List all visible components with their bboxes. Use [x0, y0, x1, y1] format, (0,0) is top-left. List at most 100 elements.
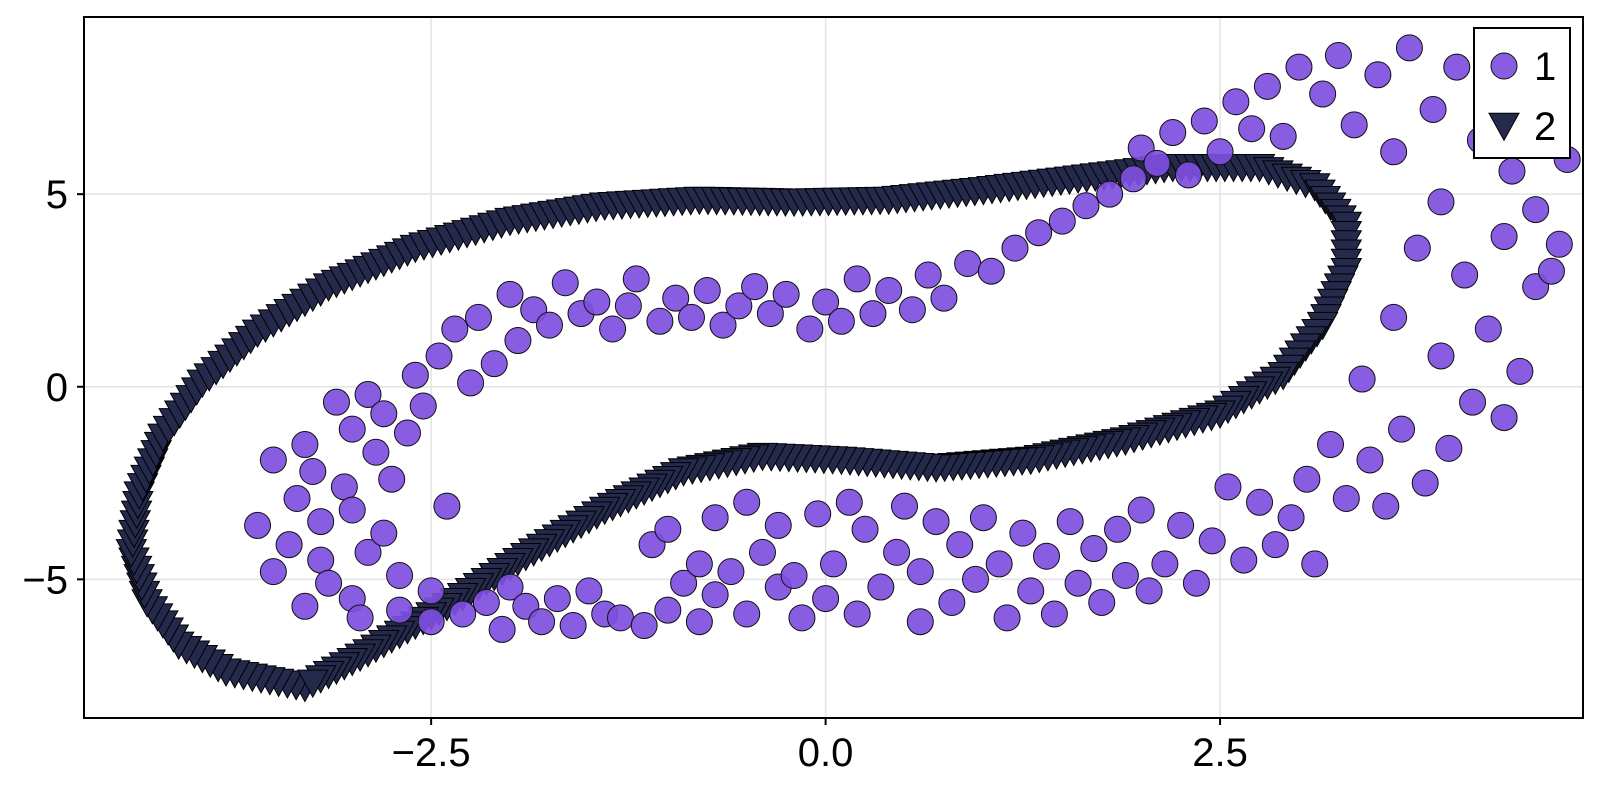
data-point-series-1 — [701, 504, 729, 532]
data-point-series-1 — [1104, 515, 1132, 543]
data-point-series-1 — [575, 577, 603, 605]
data-point-series-1 — [1238, 115, 1266, 143]
data-point-series-1 — [614, 292, 642, 320]
plot-frame — [83, 16, 1584, 719]
data-point-series-1 — [259, 446, 287, 474]
data-point-series-1 — [1364, 61, 1392, 89]
data-point-series-1 — [449, 600, 477, 628]
data-point-series-1 — [969, 504, 997, 532]
data-point-series-1 — [472, 588, 500, 616]
data-point-series-1 — [1522, 196, 1550, 224]
data-point-series-1 — [1167, 511, 1195, 539]
data-point-series-1 — [1072, 192, 1100, 220]
data-point-series-1 — [299, 457, 327, 485]
data-point-series-1 — [701, 581, 729, 609]
data-point-series-1 — [993, 604, 1021, 632]
data-point-series-1 — [1214, 473, 1242, 501]
data-point-series-1 — [1190, 107, 1218, 135]
data-point-series-1 — [1380, 303, 1408, 331]
data-point-series-1 — [843, 600, 871, 628]
data-point-series-1 — [1222, 88, 1250, 116]
data-point-series-1 — [812, 585, 840, 613]
data-point-series-1 — [875, 276, 903, 304]
data-point-series-1 — [1025, 219, 1053, 247]
data-point-series-1 — [630, 612, 658, 640]
data-point-series-1 — [370, 519, 398, 547]
data-point-series-1 — [417, 577, 445, 605]
data-point-series-1 — [772, 280, 800, 308]
data-point-series-1 — [528, 608, 556, 636]
data-point-series-1 — [1427, 342, 1455, 370]
data-point-series-1 — [606, 604, 634, 632]
data-point-series-1 — [1301, 550, 1329, 578]
data-point-series-1 — [1080, 535, 1108, 563]
data-point-series-1 — [346, 604, 374, 632]
data-point-series-1 — [1324, 42, 1352, 70]
data-point-series-1 — [362, 438, 390, 466]
data-point-series-1 — [1545, 230, 1573, 258]
data-point-series-1 — [717, 558, 745, 586]
data-point-series-1 — [1253, 72, 1281, 100]
data-point-series-1 — [677, 303, 705, 331]
y-tick-label: 0 — [46, 366, 68, 410]
data-point-series-1 — [496, 573, 524, 601]
data-point-series-1 — [1230, 546, 1258, 574]
data-point-series-1 — [1309, 80, 1337, 108]
data-point-series-1 — [354, 380, 382, 408]
legend-label: 2 — [1534, 105, 1556, 149]
data-point-series-1 — [788, 604, 816, 632]
data-point-series-1 — [1317, 431, 1345, 459]
data-point-series-1 — [291, 431, 319, 459]
data-point-series-1 — [275, 531, 303, 559]
data-point-series-1 — [1285, 53, 1313, 81]
data-point-series-1 — [1451, 261, 1479, 289]
data-point-series-1 — [583, 288, 611, 316]
legend-marker-triangle-icon — [1488, 112, 1520, 142]
data-point-series-1 — [1490, 223, 1518, 251]
legend-label: 1 — [1534, 45, 1556, 89]
data-point-series-1 — [1340, 111, 1368, 139]
data-point-series-1 — [1096, 180, 1124, 208]
data-point-series-1 — [946, 531, 974, 559]
data-point-series-1 — [551, 269, 579, 297]
data-point-series-1 — [654, 596, 682, 624]
data-point-series-1 — [764, 511, 792, 539]
data-point-series-1 — [559, 612, 587, 640]
data-point-series-1 — [891, 492, 919, 520]
data-point-series-1 — [291, 592, 319, 620]
data-point-series-1 — [796, 315, 824, 343]
data-point-series-1 — [1048, 207, 1076, 235]
data-point-series-1 — [1135, 577, 1163, 605]
data-point-series-1 — [906, 608, 934, 636]
data-point-series-1 — [1127, 496, 1155, 524]
data-point-series-1 — [883, 538, 911, 566]
data-point-series-1 — [954, 250, 982, 278]
data-point-series-1 — [1419, 95, 1447, 123]
data-point-series-1 — [693, 276, 721, 304]
data-point-series-1 — [741, 273, 769, 301]
data-point-series-1 — [1356, 446, 1384, 474]
data-point-series-1 — [504, 327, 532, 355]
data-point-series-2 — [296, 669, 329, 699]
data-point-series-1 — [1388, 415, 1416, 443]
data-point-series-1 — [646, 307, 674, 335]
data-point-series-1 — [315, 569, 343, 597]
data-point-series-1 — [1459, 388, 1487, 416]
data-point-series-1 — [386, 596, 414, 624]
y-tick-label: 5 — [46, 173, 68, 217]
data-point-series-1 — [843, 265, 871, 293]
data-point-series-1 — [401, 361, 429, 389]
data-point-series-1 — [1175, 161, 1203, 189]
data-point-series-1 — [378, 465, 406, 493]
data-point-series-1 — [425, 342, 453, 370]
data-point-series-1 — [859, 300, 887, 328]
data-point-series-1 — [1001, 234, 1029, 262]
data-point-series-1 — [409, 392, 437, 420]
data-point-series-1 — [480, 350, 508, 378]
data-point-series-1 — [244, 511, 272, 539]
data-point-series-1 — [709, 311, 737, 339]
data-point-series-1 — [1056, 508, 1084, 536]
data-point-series-1 — [1427, 188, 1455, 216]
data-point-series-1 — [977, 257, 1005, 285]
